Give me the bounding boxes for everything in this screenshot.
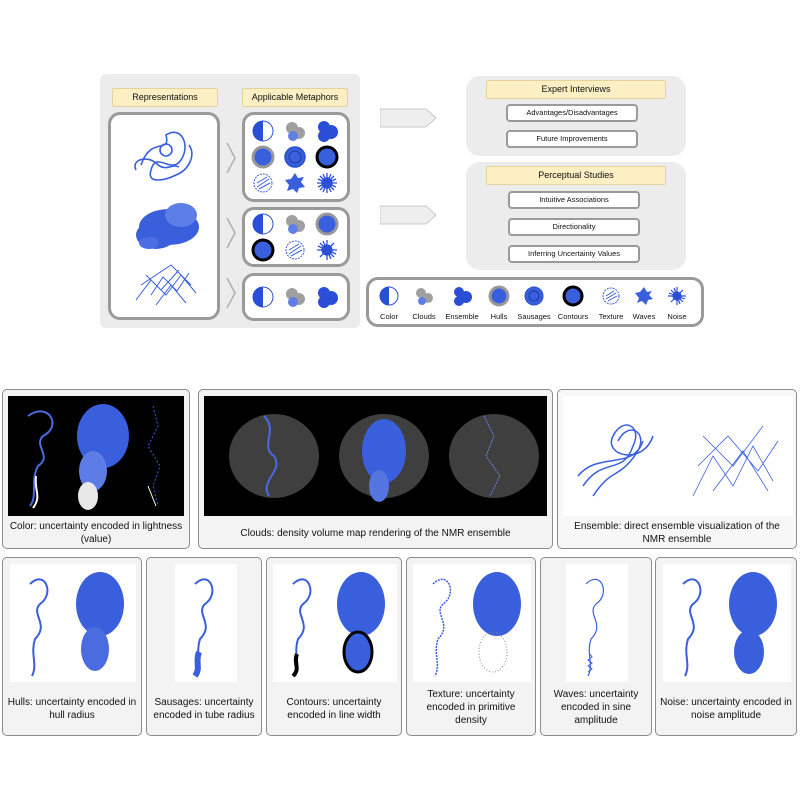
color-render	[8, 396, 184, 516]
texture-render	[413, 564, 531, 682]
card-ensemble: Ensemble: direct ensemble visualization …	[557, 389, 797, 549]
legend-label-color: Color	[380, 312, 398, 321]
chevron-arrows	[226, 142, 236, 308]
study-item-inferring: Inferring Uncertainty Values	[508, 245, 640, 263]
study-item-intuitive: Intuitive Associations	[508, 191, 640, 209]
metaphor-icons-ensemble	[252, 286, 338, 308]
legend-label-contours: Contours	[557, 312, 589, 321]
representation-thumbnails	[134, 131, 199, 306]
caption-contours: Contours: uncertainty encoded in line wi…	[286, 697, 382, 721]
metaphor-legend: Color Clouds Ensemble Hulls Sausages Con…	[366, 277, 704, 327]
caption-clouds: Clouds: density volume map rendering of …	[240, 528, 511, 539]
ensemble-render	[563, 396, 793, 516]
legend-label-clouds: Clouds	[412, 312, 436, 321]
legend-icons	[379, 285, 686, 307]
cartoon-representation	[134, 131, 193, 181]
hulls-render	[10, 564, 136, 682]
ensemble-representation	[135, 264, 197, 306]
card-sausages: Sausages: uncertainty encoded in tube ra…	[146, 557, 262, 736]
noise-render	[663, 564, 791, 682]
expert-interviews-header: Expert Interviews	[486, 80, 666, 99]
contours-render	[273, 564, 397, 682]
caption-hulls: Hulls: uncertainty encoded in hull radiu…	[7, 697, 137, 721]
sausages-render	[175, 564, 237, 682]
card-texture: Texture: uncertainty encoded in primitiv…	[406, 557, 536, 736]
legend-label-sausages: Sausages	[517, 312, 551, 321]
expert-item-future: Future Improvements	[506, 130, 638, 148]
card-clouds: Clouds: density volume map rendering of …	[198, 389, 553, 549]
caption-sausages: Sausages: uncertainty encoded in tube ra…	[153, 697, 255, 721]
metaphor-grid-cartoon	[242, 112, 350, 202]
surface-representation	[136, 203, 199, 249]
card-noise: Noise: uncertainty encoded in noise ampl…	[655, 557, 797, 736]
representations-box	[108, 112, 220, 320]
card-contours: Contours: uncertainty encoded in line wi…	[266, 557, 402, 736]
metaphor-icons-cartoon	[251, 120, 339, 193]
metaphor-grid-surface	[242, 207, 350, 267]
caption-color: Color: uncertainty encoded in lightness …	[9, 521, 183, 545]
flow-arrows	[380, 108, 437, 225]
metaphor-icons-surface	[251, 212, 339, 262]
clouds-render	[204, 396, 547, 516]
waves-render	[566, 564, 628, 682]
expert-item-advantages: Advantages/Disadvantages	[506, 104, 638, 122]
caption-ensemble: Ensemble: direct ensemble visualization …	[574, 521, 780, 545]
metaphor-grid-ensemble	[242, 273, 350, 321]
legend-label-hulls: Hulls	[490, 312, 508, 321]
perceptual-studies-header: Perceptual Studies	[486, 166, 666, 185]
legend-label-texture: Texture	[598, 312, 624, 321]
card-color: Color: uncertainty encoded in lightness …	[2, 389, 190, 549]
caption-texture: Texture: uncertainty encoded in primitiv…	[426, 689, 516, 726]
study-item-directionality: Directionality	[508, 218, 640, 236]
metaphors-header: Applicable Metaphors	[242, 88, 348, 107]
card-hulls: Hulls: uncertainty encoded in hull radiu…	[2, 557, 142, 736]
legend-label-waves: Waves	[632, 312, 656, 321]
legend-label-ensemble: Ensemble	[445, 312, 479, 321]
legend-label-noise: Noise	[667, 312, 687, 321]
caption-waves: Waves: uncertainty encoded in sine ampli…	[553, 689, 639, 726]
representations-header: Representations	[112, 88, 218, 107]
caption-noise: Noise: uncertainty encoded in noise ampl…	[660, 697, 792, 721]
card-waves: Waves: uncertainty encoded in sine ampli…	[540, 557, 652, 736]
